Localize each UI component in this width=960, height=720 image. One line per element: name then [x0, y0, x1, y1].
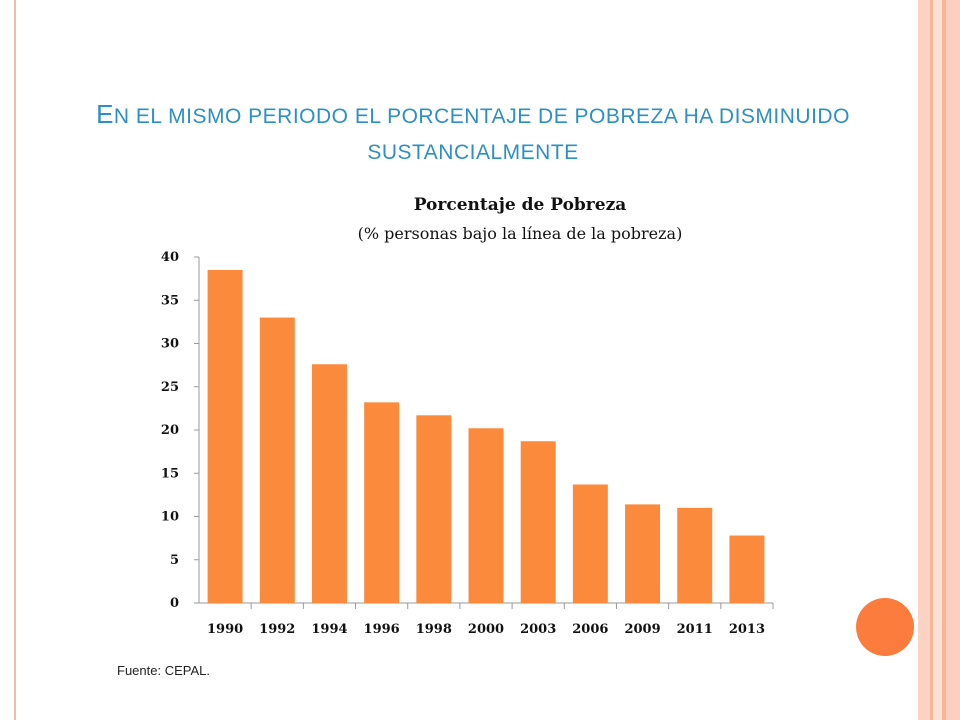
y-tick-label: 0: [170, 596, 179, 611]
chart-subtitle: (% personas bajo la línea de la pobreza): [357, 224, 683, 243]
right-stripe: [918, 0, 930, 720]
x-tick-label: 1992: [259, 622, 295, 637]
y-tick-label: 35: [161, 293, 179, 308]
bar: [207, 269, 243, 603]
x-tick-label: 1998: [416, 622, 452, 637]
x-tick-label: 1996: [364, 622, 400, 637]
bar: [311, 364, 347, 603]
y-tick-label: 5: [170, 553, 179, 568]
source-note: Fuente: CEPAL.: [117, 663, 210, 678]
title-line-2: SUSTANCIALMENTE: [367, 141, 579, 164]
bar: [729, 535, 765, 603]
right-stripe: [933, 0, 942, 720]
decorative-circle: [856, 598, 914, 656]
bar: [416, 415, 452, 603]
right-stripe: [946, 0, 960, 720]
x-tick-label: 2011: [677, 622, 713, 637]
bar: [364, 402, 400, 603]
y-tick-label: 40: [161, 250, 179, 265]
bar: [520, 441, 556, 603]
slide-title: EN EL MISMO PERIODO EL PORCENTAJE DE POB…: [40, 96, 906, 171]
x-tick-label: 2006: [572, 622, 608, 637]
x-tick-label: 1994: [311, 622, 347, 637]
y-tick-label: 30: [161, 337, 179, 352]
bar: [468, 428, 504, 603]
chart-title: Porcentaje de Pobreza: [413, 195, 627, 215]
right-stripe: [930, 0, 933, 720]
y-tick-label: 15: [161, 466, 179, 481]
right-stripe: [942, 0, 946, 720]
title-first-letter: E: [96, 99, 114, 129]
bar: [625, 504, 661, 603]
x-tick-label: 2000: [468, 622, 504, 637]
x-tick-label: 2009: [624, 622, 660, 637]
title-line-1: N EL MISMO PERIODO EL PORCENTAJE DE POBR…: [113, 105, 850, 128]
y-tick-label: 25: [161, 380, 179, 395]
left-border: [0, 0, 16, 720]
y-tick-label: 20: [161, 423, 179, 438]
bar: [677, 507, 713, 603]
bar: [572, 484, 608, 603]
y-tick-label: 10: [161, 510, 179, 525]
bar: [259, 317, 295, 603]
x-tick-label: 2003: [520, 622, 556, 637]
x-tick-label: 1990: [207, 622, 243, 637]
x-tick-label: 2013: [729, 622, 765, 637]
